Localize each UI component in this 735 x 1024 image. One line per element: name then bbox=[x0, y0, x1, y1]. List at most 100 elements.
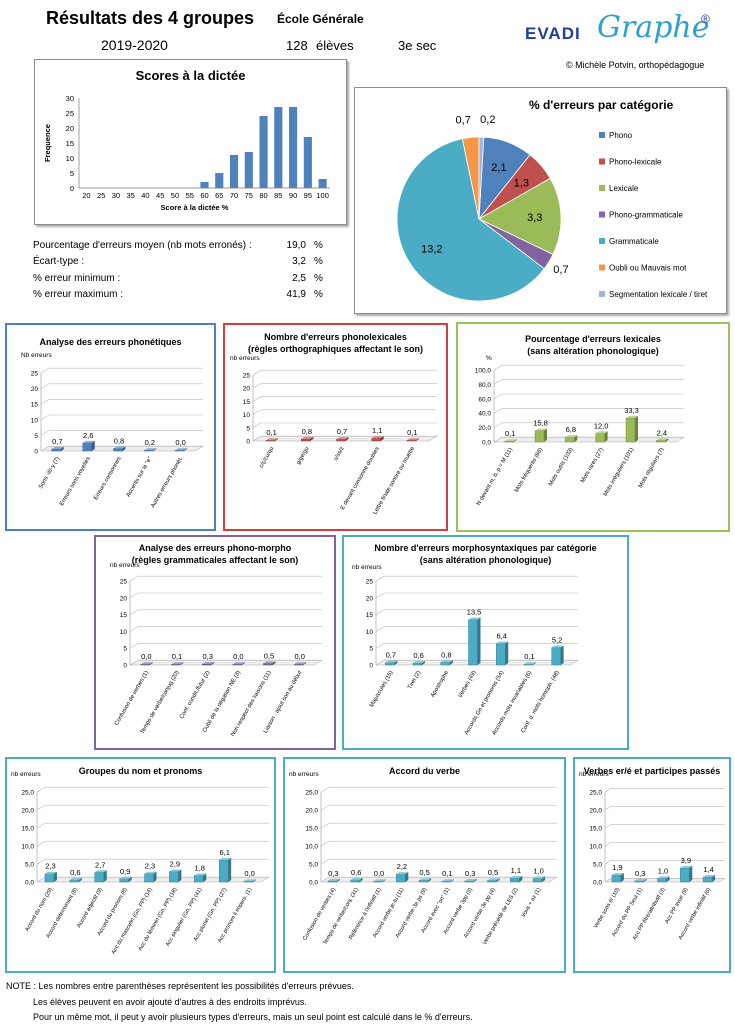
bar-value-label: 1,9 bbox=[612, 863, 622, 872]
x-category-label: Majuscules (15) bbox=[369, 670, 395, 708]
bar-side bbox=[178, 869, 182, 882]
legend-swatch bbox=[599, 132, 605, 138]
bar-side bbox=[53, 871, 57, 882]
legend-label: Phono-lexicale bbox=[609, 158, 662, 167]
bar-side bbox=[241, 662, 245, 665]
y-tick-label: 10 bbox=[120, 629, 128, 636]
y-tick-label: 5 bbox=[369, 646, 373, 653]
bar-value-label: 0,0 bbox=[374, 869, 384, 878]
y-axis-label: nb erreurs bbox=[352, 564, 382, 571]
gridline-side bbox=[493, 408, 503, 414]
pp-chart: 0,05,010,015,020,025,0nb erreurs1,9Verbe… bbox=[579, 771, 726, 941]
gridline-side bbox=[493, 364, 503, 371]
histogram-bar bbox=[259, 116, 268, 188]
verbe-chart-panel: Accord du verbe 0,0 5,0 10,0 15,0 20,0 25,0 nb… bbox=[283, 757, 566, 973]
bar-value-label: 0,8 bbox=[441, 650, 451, 659]
bar-side bbox=[542, 876, 546, 882]
bar-top bbox=[406, 438, 419, 441]
y-tick-label: 0,0 bbox=[309, 880, 318, 887]
dictee-chart-panel: Scores à la dictée 0 5 10 15 20 25 30 20 25 30 35 4… bbox=[34, 59, 347, 225]
bar-side bbox=[574, 435, 578, 442]
y-tick-label: 20 bbox=[66, 124, 74, 133]
x-tick-label: 55 bbox=[186, 191, 194, 200]
y-axis-label: % bbox=[486, 355, 492, 362]
pie-slice bbox=[396, 138, 545, 302]
x-tick-label: 95 bbox=[304, 191, 312, 200]
bar-side bbox=[180, 662, 184, 665]
gridline-side bbox=[129, 575, 139, 582]
bar-side bbox=[689, 865, 693, 882]
gridline-side bbox=[129, 626, 139, 632]
bar-top bbox=[202, 661, 215, 664]
gridline-side bbox=[320, 786, 330, 793]
bar-value-label: 0,1 bbox=[266, 428, 276, 437]
stat-row: % erreur maximum : 41,9 % bbox=[33, 289, 333, 303]
bar-value-label: 0,3 bbox=[465, 869, 475, 878]
bar-side bbox=[275, 438, 279, 441]
y-tick-label: 20,0 bbox=[589, 808, 602, 815]
gridline-side bbox=[36, 858, 46, 865]
bar-top bbox=[468, 617, 481, 620]
bar bbox=[373, 880, 383, 883]
y-tick-label: 15 bbox=[243, 399, 251, 406]
y-tick-label: 15 bbox=[31, 402, 39, 409]
y-tick-label: 15,0 bbox=[21, 826, 34, 833]
bar-top bbox=[703, 874, 716, 877]
bar-top bbox=[565, 435, 578, 438]
bar bbox=[171, 663, 181, 666]
pie-value-label: 0,7 bbox=[456, 115, 471, 127]
bar-side bbox=[496, 878, 500, 882]
bar-side bbox=[382, 879, 386, 882]
gridline-side bbox=[129, 609, 139, 615]
bar-top bbox=[385, 660, 398, 663]
gridline-side bbox=[375, 575, 385, 582]
y-tick-label: 40,0 bbox=[478, 411, 491, 418]
gridline-side bbox=[604, 860, 612, 865]
bar-top bbox=[263, 661, 276, 664]
gridline-side bbox=[40, 383, 50, 389]
x-category-label: Erreurs consonnes bbox=[93, 456, 123, 501]
gridline-side bbox=[36, 840, 46, 847]
bar-value-label: 0,3 bbox=[635, 869, 645, 878]
bar-side bbox=[345, 437, 349, 441]
stat-row: % erreur minimum : 2,5 % bbox=[33, 273, 333, 287]
bar-value-label: 0,9 bbox=[120, 867, 130, 876]
histogram-bar bbox=[200, 182, 209, 188]
bar bbox=[265, 439, 276, 442]
bar bbox=[680, 867, 690, 883]
bar bbox=[385, 662, 395, 666]
bar-side bbox=[449, 660, 453, 665]
bar-side bbox=[665, 438, 669, 442]
bar bbox=[468, 619, 478, 666]
bar-side bbox=[643, 878, 647, 882]
legend-swatch bbox=[599, 185, 605, 191]
bar-top bbox=[175, 448, 188, 451]
x-tick-label: 50 bbox=[171, 191, 179, 200]
bar-top bbox=[523, 662, 536, 665]
phonolex-chart-panel: Nombre d'erreurs phonolexicales (règles … bbox=[223, 323, 448, 531]
gn-chart: 0,0 5,0 10,0 15,0 20,0 25,0 nb erreurs 2,3 Accor… bbox=[11, 771, 270, 955]
x-tick-label: 90 bbox=[289, 191, 297, 200]
y-tick-label: 5 bbox=[70, 169, 74, 178]
bar-side bbox=[428, 878, 432, 882]
bar-side bbox=[473, 878, 477, 882]
bar bbox=[464, 880, 474, 883]
gridline-side bbox=[252, 383, 262, 389]
pie-value-label: 0,2 bbox=[480, 114, 495, 126]
bar-top bbox=[611, 873, 624, 876]
bar-value-label: 0,5 bbox=[264, 651, 274, 660]
stat-label: % erreur maximum : bbox=[33, 289, 124, 300]
bar bbox=[634, 880, 644, 883]
gridline-side bbox=[604, 824, 612, 829]
bar bbox=[396, 873, 406, 883]
gridline-side bbox=[320, 858, 330, 865]
x-tick-label: 60 bbox=[200, 191, 208, 200]
bar-value-label: 6,8 bbox=[566, 425, 576, 434]
stat-row: Écart-type : 3,2 % bbox=[33, 256, 333, 270]
bar-side bbox=[91, 440, 95, 451]
bar-value-label: 1,4 bbox=[703, 865, 713, 874]
bar-value-label: 3,9 bbox=[681, 856, 691, 865]
phono-chart: 0 5 10 15 20 25 Nb erreurs 0,7 Sons -ill/-y (7) 2… bbox=[21, 352, 204, 509]
x-category-label: Conf. condit./futur (2) bbox=[179, 670, 211, 720]
y-tick-label: 30 bbox=[66, 94, 74, 103]
